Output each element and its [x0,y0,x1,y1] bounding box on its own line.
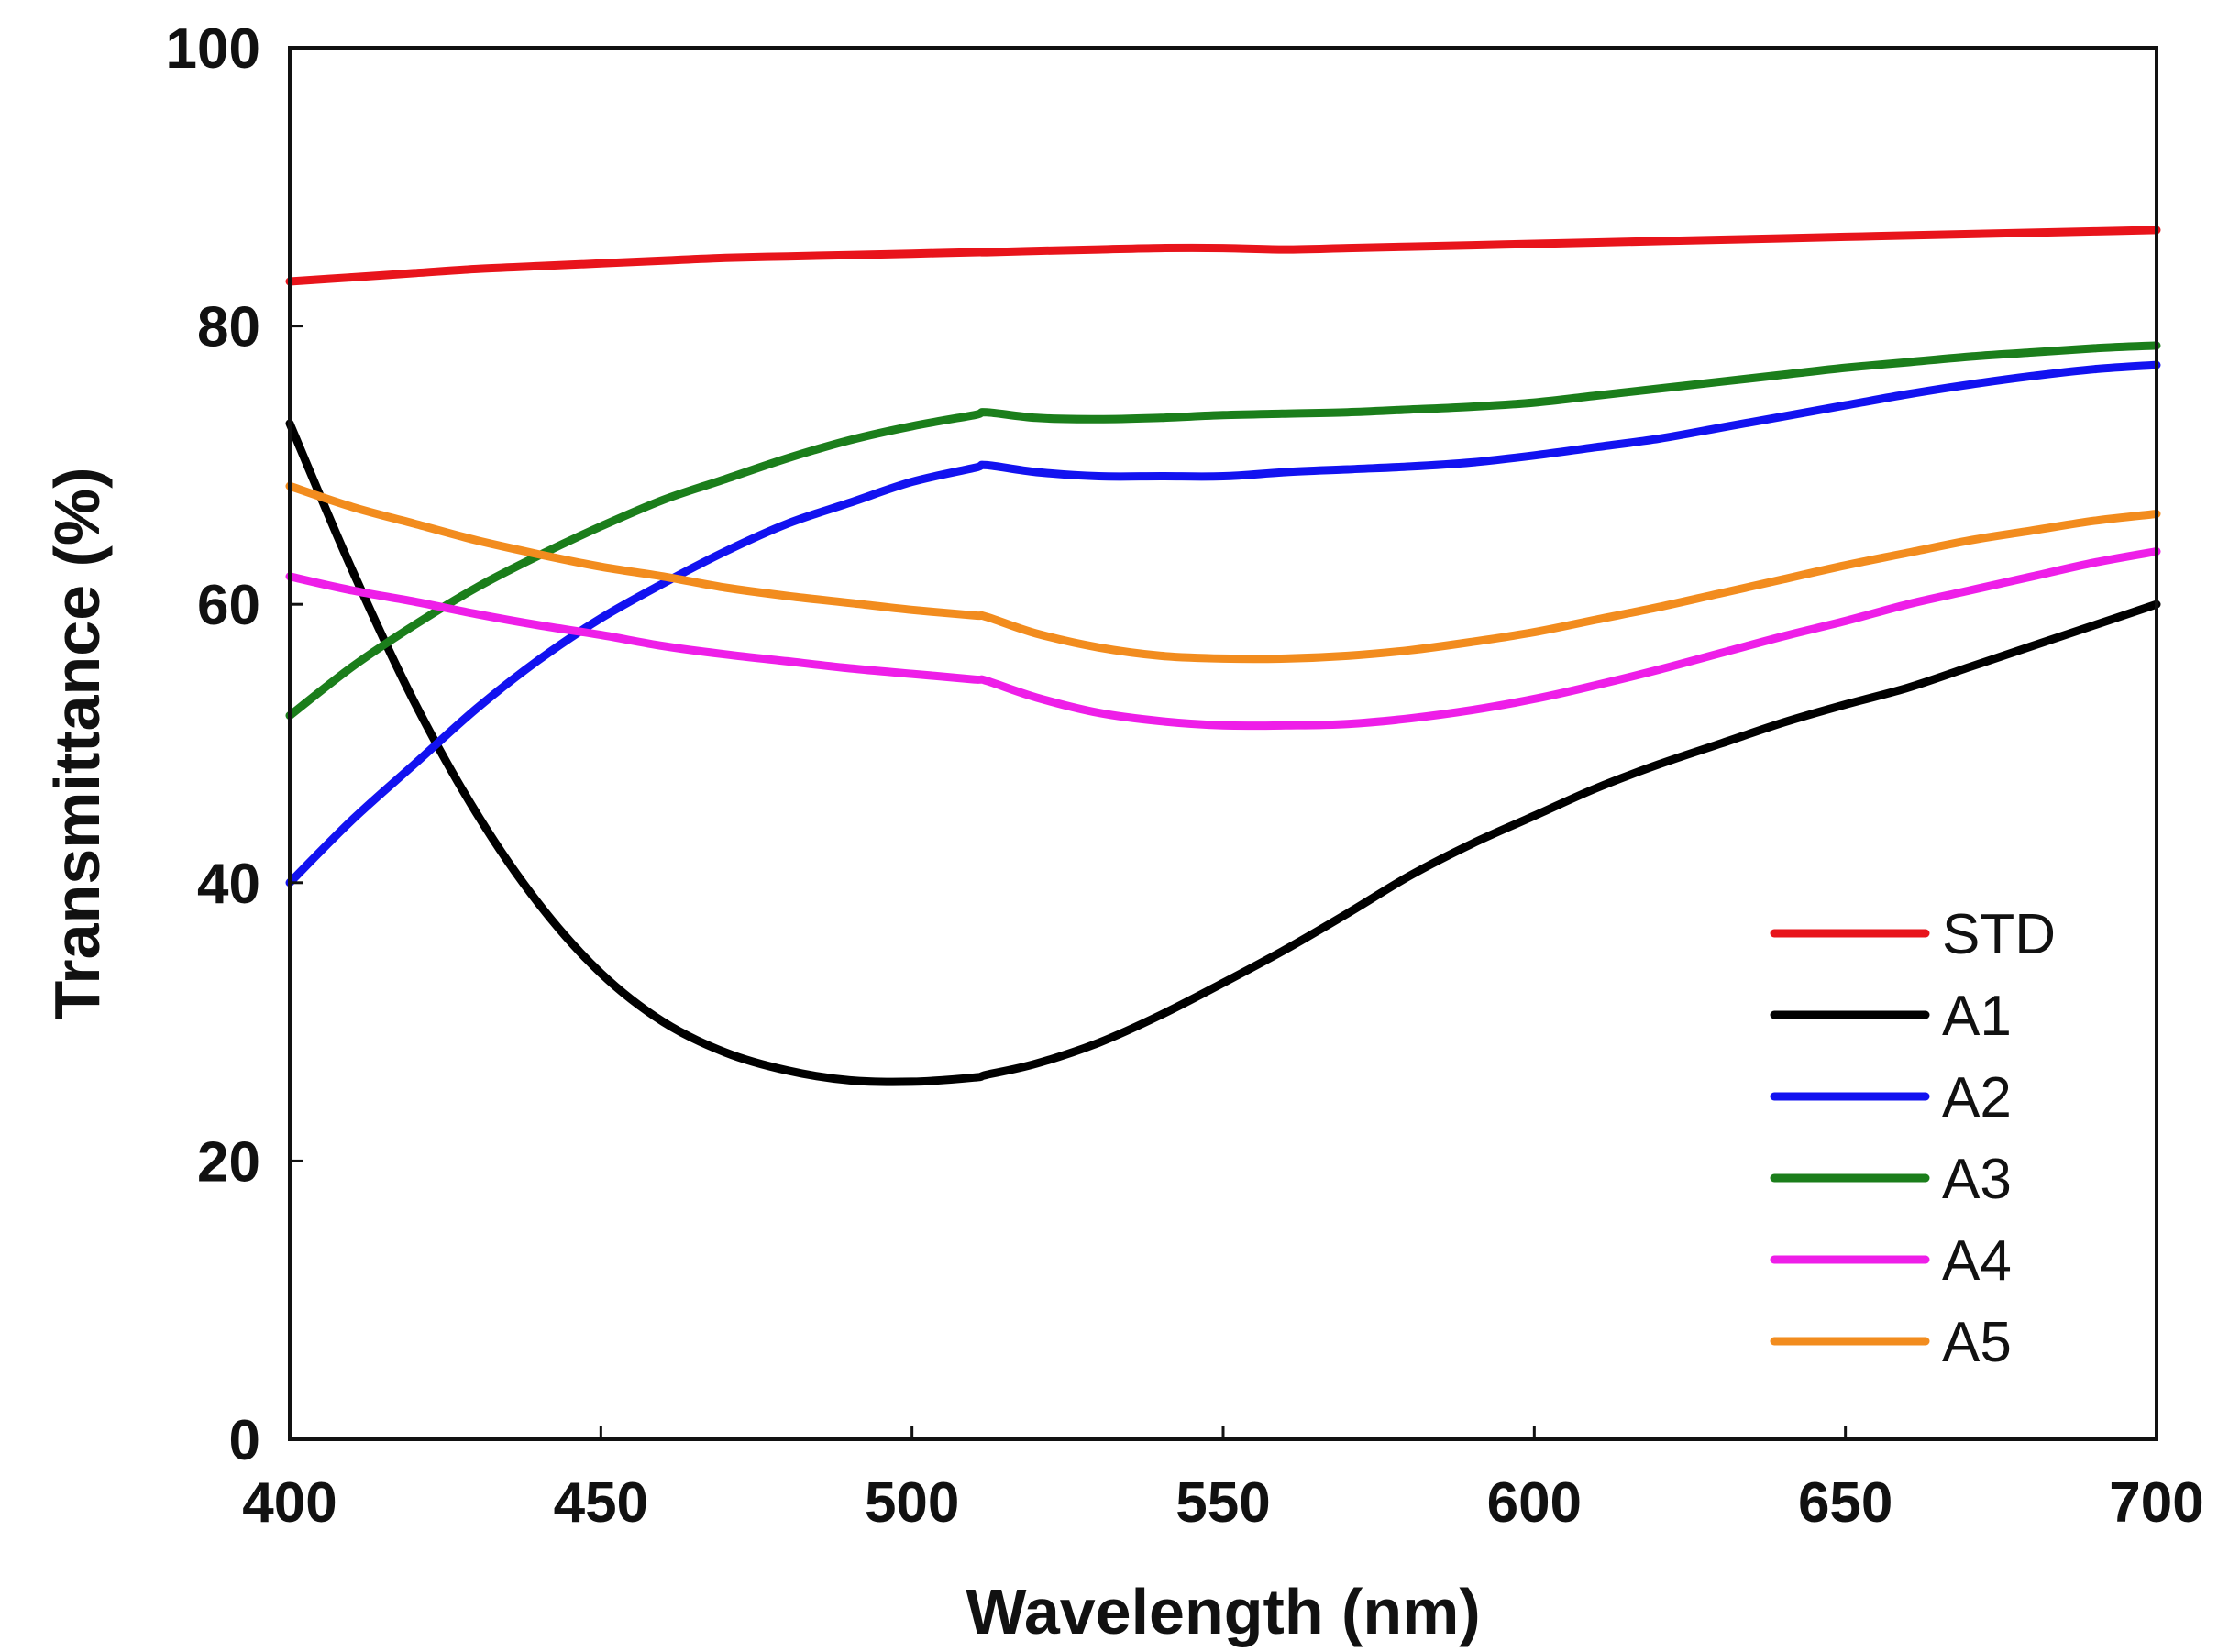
legend-item-a2: A2 [1770,1066,2012,1129]
y-tick-label: 80 [197,296,260,359]
legend-label: A3 [1942,1148,2012,1211]
legend-label: STD [1942,903,2056,966]
legend-item-a4: A4 [1770,1229,2012,1293]
y-axis-title: Transmittance (%) [41,468,113,1020]
x-axis-title: Wavelength (nm) [966,1576,1480,1647]
x-axis: 400 450 500 550 600 650 700 [242,1426,2204,1535]
y-tick-label: 0 [229,1409,260,1472]
legend-item-a5: A5 [1770,1311,2012,1374]
series-line-a3 [285,341,2161,721]
x-tick-label: 550 [1175,1471,1270,1535]
legend-item-a3: A3 [1770,1148,2012,1211]
legend-label: A5 [1942,1311,2012,1374]
x-tick-label: 600 [1487,1471,1582,1535]
legend: STD A1 A2 A3 A4 A5 [1770,903,2056,1374]
y-axis: 0 20 40 60 80 100 [166,17,303,1472]
legend-item-a1: A1 [1770,985,2012,1048]
x-tick-label: 650 [1798,1471,1892,1535]
legend-label: A2 [1942,1066,2012,1129]
x-tick-label: 700 [2109,1471,2203,1535]
series-layer [285,226,2161,1086]
series-line-std [285,226,2161,286]
series-line-a1 [285,419,2161,1086]
series-line-a2 [285,360,2161,887]
plot-area-frame [288,46,2158,1441]
legend-label: A4 [1942,1229,2012,1293]
y-tick-label: 40 [197,853,260,916]
series-line-a5 [285,481,2161,664]
legend-item-std: STD [1770,903,2056,966]
series-line-a4 [285,547,2161,731]
x-tick-label: 400 [242,1471,337,1535]
y-tick-label: 20 [197,1130,260,1194]
x-tick-label: 500 [865,1471,959,1535]
y-tick-label: 60 [197,574,260,637]
legend-label: A1 [1942,985,2012,1048]
y-tick-label: 100 [166,17,260,81]
x-tick-label: 450 [554,1471,648,1535]
